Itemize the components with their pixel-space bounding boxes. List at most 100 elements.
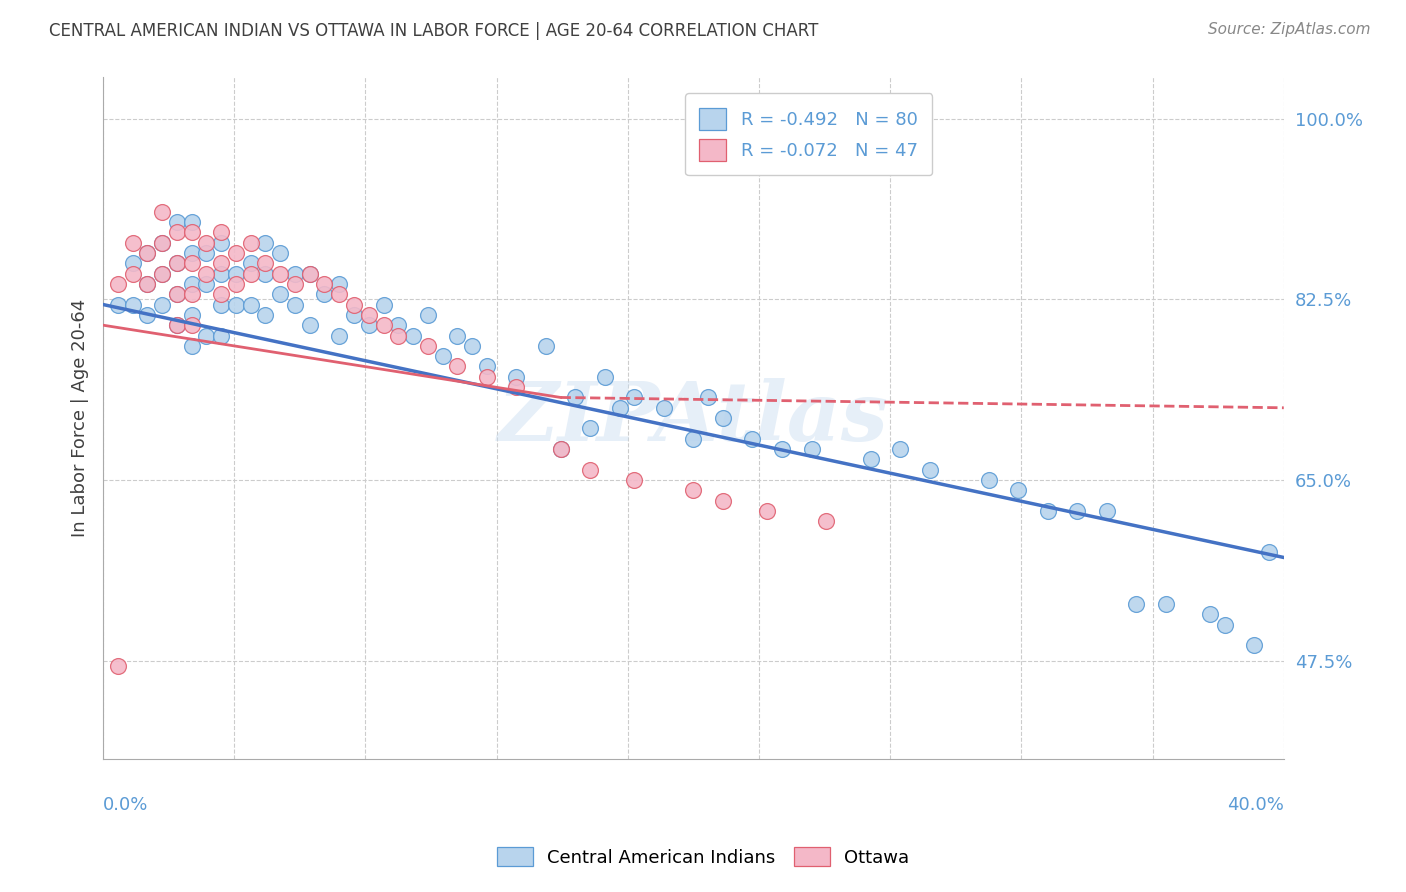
Point xyxy=(150,267,173,281)
Text: CENTRAL AMERICAN INDIAN VS OTTAWA IN LABOR FORCE | AGE 20-64 CORRELATION CHART: CENTRAL AMERICAN INDIAN VS OTTAWA IN LAB… xyxy=(49,22,818,40)
Point xyxy=(195,277,218,291)
Point xyxy=(254,235,277,250)
Point xyxy=(1066,504,1088,518)
Point xyxy=(209,287,232,301)
Point xyxy=(209,328,232,343)
Point xyxy=(770,442,793,456)
Point xyxy=(432,349,454,363)
Point xyxy=(756,504,779,518)
Point xyxy=(373,297,395,311)
Text: ZIPAtlas: ZIPAtlas xyxy=(498,378,889,458)
Text: Source: ZipAtlas.com: Source: ZipAtlas.com xyxy=(1208,22,1371,37)
Point xyxy=(550,442,572,456)
Point xyxy=(741,432,763,446)
Point xyxy=(343,308,366,322)
Point xyxy=(1243,638,1265,652)
Point xyxy=(225,277,247,291)
Point xyxy=(564,391,586,405)
Point xyxy=(180,308,202,322)
Text: 40.0%: 40.0% xyxy=(1227,797,1284,814)
Text: 0.0%: 0.0% xyxy=(103,797,149,814)
Point xyxy=(298,318,321,333)
Point xyxy=(209,235,232,250)
Point xyxy=(121,267,143,281)
Point xyxy=(166,318,188,333)
Point xyxy=(298,267,321,281)
Point xyxy=(136,308,159,322)
Point xyxy=(150,235,173,250)
Point xyxy=(416,339,439,353)
Point xyxy=(461,339,484,353)
Point xyxy=(239,256,262,270)
Point xyxy=(682,432,704,446)
Point xyxy=(328,277,350,291)
Point xyxy=(180,256,202,270)
Point xyxy=(682,483,704,498)
Point xyxy=(711,411,734,425)
Point xyxy=(1154,597,1177,611)
Point xyxy=(609,401,631,415)
Point xyxy=(136,277,159,291)
Point xyxy=(1036,504,1059,518)
Point xyxy=(357,318,380,333)
Point xyxy=(314,287,336,301)
Point xyxy=(150,297,173,311)
Point xyxy=(136,277,159,291)
Point xyxy=(180,287,202,301)
Point xyxy=(1213,617,1236,632)
Point xyxy=(239,235,262,250)
Point xyxy=(136,246,159,260)
Point xyxy=(402,328,425,343)
Point xyxy=(209,297,232,311)
Point xyxy=(254,308,277,322)
Point xyxy=(107,277,129,291)
Point xyxy=(166,256,188,270)
Point xyxy=(209,225,232,239)
Point xyxy=(166,225,188,239)
Point xyxy=(195,246,218,260)
Point xyxy=(239,297,262,311)
Point xyxy=(815,514,838,528)
Point xyxy=(180,339,202,353)
Point xyxy=(284,297,307,311)
Point xyxy=(150,267,173,281)
Point xyxy=(859,452,882,467)
Point xyxy=(505,369,527,384)
Point xyxy=(416,308,439,322)
Point xyxy=(505,380,527,394)
Point xyxy=(357,308,380,322)
Point xyxy=(269,246,291,260)
Point xyxy=(475,369,498,384)
Point xyxy=(1199,607,1222,622)
Point xyxy=(121,235,143,250)
Point xyxy=(711,493,734,508)
Point xyxy=(550,442,572,456)
Point xyxy=(166,256,188,270)
Point xyxy=(166,287,188,301)
Point xyxy=(1125,597,1147,611)
Point xyxy=(889,442,911,456)
Point xyxy=(387,328,409,343)
Point xyxy=(269,287,291,301)
Point xyxy=(150,235,173,250)
Point xyxy=(579,463,602,477)
Point xyxy=(225,297,247,311)
Point xyxy=(239,267,262,281)
Point xyxy=(800,442,823,456)
Point xyxy=(284,277,307,291)
Point xyxy=(579,421,602,435)
Point xyxy=(195,235,218,250)
Point xyxy=(298,267,321,281)
Point xyxy=(446,328,468,343)
Point xyxy=(623,473,645,487)
Point xyxy=(225,246,247,260)
Point xyxy=(269,267,291,281)
Legend: R = -0.492   N = 80, R = -0.072   N = 47: R = -0.492 N = 80, R = -0.072 N = 47 xyxy=(685,94,932,175)
Point xyxy=(534,339,557,353)
Point xyxy=(387,318,409,333)
Point xyxy=(121,297,143,311)
Point xyxy=(254,267,277,281)
Point xyxy=(180,215,202,229)
Point xyxy=(343,297,366,311)
Legend: Central American Indians, Ottawa: Central American Indians, Ottawa xyxy=(489,840,917,874)
